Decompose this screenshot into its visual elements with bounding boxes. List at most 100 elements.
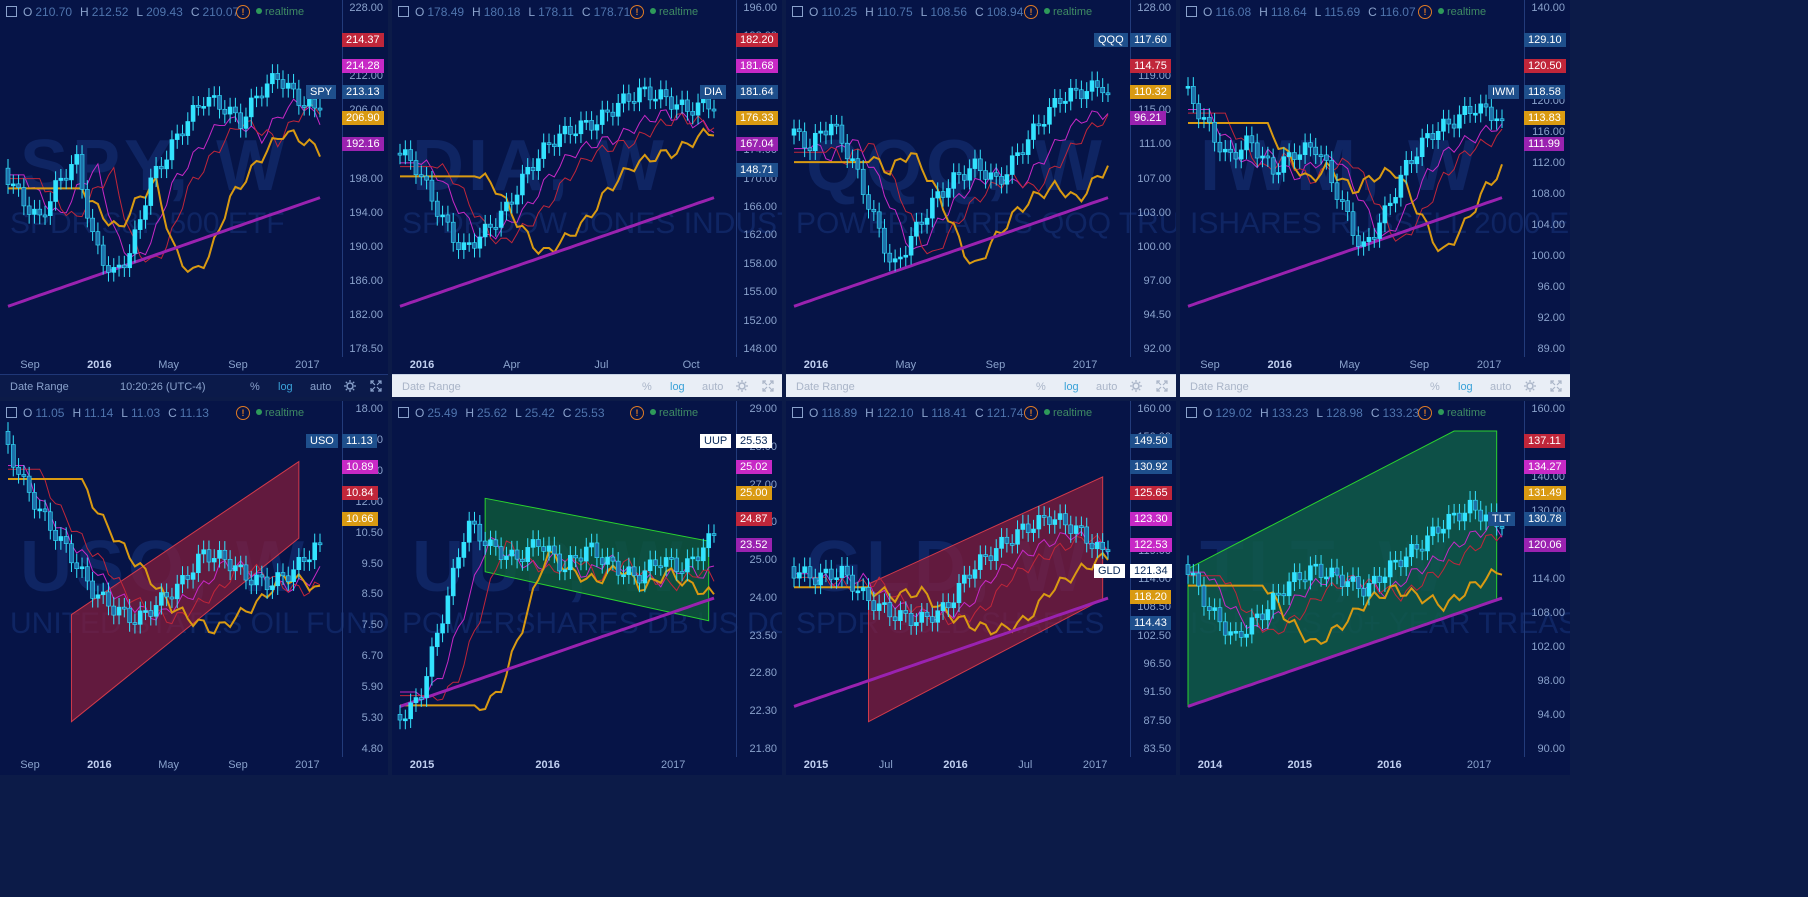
collapse-icon[interactable] [6,6,17,17]
candle-body[interactable] [834,577,839,580]
candle-body[interactable] [812,577,818,586]
candle-body[interactable] [69,164,74,181]
candle-body[interactable] [562,125,568,135]
candle-body[interactable] [1478,509,1484,522]
price-axis[interactable]: 160.00150.00140.00130.00126.00119.00114.… [1130,401,1176,757]
warning-icon[interactable]: ! [630,406,644,420]
warning-icon[interactable]: ! [236,406,250,420]
expand-icon[interactable] [1550,380,1562,395]
candle-body[interactable] [1196,572,1201,587]
candle-body[interactable] [669,96,674,110]
candle-body[interactable] [983,554,988,557]
candle-body[interactable] [127,253,132,269]
candle-body[interactable] [940,191,946,198]
candle-body[interactable] [1238,149,1244,160]
candle-body[interactable] [1270,157,1276,175]
candle-body[interactable] [914,221,919,237]
candle-body[interactable] [26,475,32,493]
warning-icon[interactable]: ! [1024,406,1038,420]
candle-body[interactable] [450,221,456,243]
candle-body[interactable] [850,158,855,161]
candle-body[interactable] [1398,559,1404,568]
log-toggle[interactable]: log [278,381,293,393]
candle-body[interactable] [930,197,935,219]
candle-body[interactable] [164,159,169,170]
candle-body[interactable] [626,566,632,576]
candle-body[interactable] [296,556,302,570]
candle-body[interactable] [243,564,249,581]
candle-body[interactable] [301,556,307,562]
candle-body[interactable] [1435,526,1441,534]
candle-body[interactable] [466,242,472,245]
candle-body[interactable] [217,95,222,110]
candle-body[interactable] [536,158,541,171]
candle-body[interactable] [164,592,169,598]
expand-icon[interactable] [762,380,774,395]
candle-body[interactable] [914,622,919,626]
candle-body[interactable] [663,89,669,98]
candle-body[interactable] [1403,556,1409,568]
collapse-icon[interactable] [1186,6,1197,17]
candle-body[interactable] [530,166,536,171]
candle-body[interactable] [148,610,154,617]
candle-body[interactable] [482,223,488,238]
percent-toggle[interactable]: % [1036,381,1046,393]
candle-body[interactable] [1387,560,1393,578]
candle-body[interactable] [1446,118,1452,125]
candle-body[interactable] [956,582,962,604]
candle-body[interactable] [1249,135,1255,144]
candle-body[interactable] [1095,542,1100,550]
candle-body[interactable] [169,139,175,161]
candle-body[interactable] [196,553,201,574]
candle-body[interactable] [594,542,600,558]
candle-body[interactable] [222,549,228,560]
candle-body[interactable] [876,603,882,611]
candle-body[interactable] [1467,105,1473,114]
candle-body[interactable] [1233,152,1239,160]
candle-body[interactable] [1079,89,1084,100]
candle-body[interactable] [1089,80,1095,92]
warning-icon[interactable]: ! [1418,5,1432,19]
candle-body[interactable] [967,574,972,579]
candle-body[interactable] [1238,631,1244,638]
candle-body[interactable] [270,73,275,85]
candle-body[interactable] [919,611,925,623]
price-axis[interactable]: 228.00220.00212.00206.00202.00198.00194.… [342,0,388,357]
candle-body[interactable] [1244,135,1249,151]
candle-body[interactable] [797,128,802,132]
candle-body[interactable] [1191,86,1196,104]
candle-body[interactable] [1356,576,1361,589]
candle-body[interactable] [653,98,658,102]
candle-body[interactable] [1350,211,1356,236]
candle-body[interactable] [663,557,669,567]
candle-body[interactable] [1409,543,1414,558]
candle-body[interactable] [1025,139,1031,155]
candle-body[interactable] [1425,133,1430,139]
candle-body[interactable] [818,572,823,586]
candle-body[interactable] [669,557,674,560]
candle-body[interactable] [1462,105,1468,115]
candle-body[interactable] [1206,117,1212,123]
candle-body[interactable] [1228,148,1233,153]
candle-body[interactable] [1302,142,1308,156]
candle-body[interactable] [85,189,90,219]
candle-body[interactable] [695,102,701,116]
candle-body[interactable] [892,616,898,622]
candle-body[interactable] [227,559,233,572]
candle-body[interactable] [1308,142,1313,148]
gear-icon[interactable] [1524,380,1536,395]
candle-body[interactable] [424,676,429,699]
price-plot[interactable] [1180,401,1524,757]
candle-body[interactable] [1185,86,1191,89]
candle-body[interactable] [106,265,111,273]
candle-body[interactable] [621,574,626,578]
expand-icon[interactable] [370,380,382,395]
candle-body[interactable] [248,97,254,118]
candle-body[interactable] [317,542,323,546]
log-toggle[interactable]: log [1458,381,1473,393]
candle-body[interactable] [488,539,493,547]
candle-body[interactable] [201,106,206,109]
candle-body[interactable] [254,574,259,586]
candle-body[interactable] [307,98,312,107]
